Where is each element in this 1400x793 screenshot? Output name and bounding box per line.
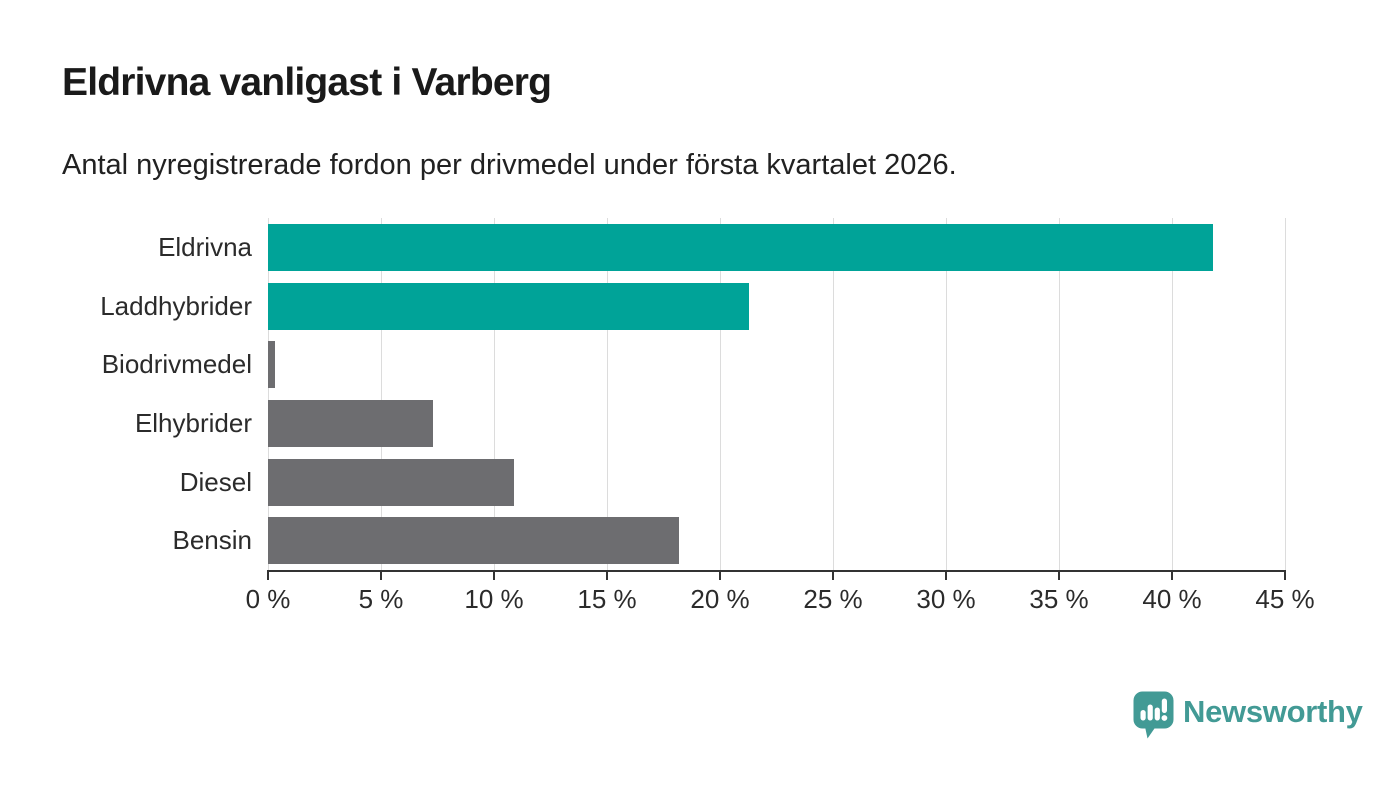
x-tick-label: 20 %	[690, 584, 750, 614]
x-axis-tick	[832, 572, 834, 580]
bar-chart-plot-area	[268, 218, 1286, 570]
newsworthy-logo-icon	[1133, 691, 1174, 739]
bar-biodrivmedel	[268, 341, 275, 388]
x-tick-label: 15 %	[577, 584, 637, 614]
bar-eldrivna	[268, 224, 1213, 271]
gridline	[1172, 218, 1173, 570]
gridline	[946, 218, 947, 570]
x-tick-label: 25 %	[803, 584, 863, 614]
x-tick-label: 5 %	[358, 584, 404, 614]
newsworthy-logo: Newsworthy	[1133, 691, 1363, 739]
x-tick-label: 35 %	[1029, 584, 1089, 614]
gridline	[1285, 218, 1286, 570]
x-axis-tick	[606, 572, 608, 580]
chart-subtitle: Antal nyregistrerade fordon per drivmede…	[62, 149, 957, 181]
category-label: Diesel	[179, 467, 252, 497]
x-tick-label: 30 %	[916, 584, 976, 614]
bar-elhybrider	[268, 400, 433, 447]
x-axis-tick	[380, 572, 382, 580]
x-axis-tick	[1171, 572, 1173, 580]
x-tick-label: 40 %	[1142, 584, 1202, 614]
gridline	[381, 218, 382, 570]
category-label: Laddhybrider	[100, 291, 252, 321]
x-axis-tick	[267, 572, 269, 580]
newsworthy-logo-text: Newsworthy	[1183, 694, 1363, 729]
x-axis-tick	[1058, 572, 1060, 580]
category-label: Biodrivmedel	[101, 349, 252, 379]
bar-laddhybrider	[268, 283, 750, 330]
gridline	[1059, 218, 1060, 570]
x-tick-label: 0 %	[245, 584, 291, 614]
bar-bensin	[268, 517, 680, 564]
x-axis-tick	[719, 572, 721, 580]
bar-diesel	[268, 459, 515, 506]
category-label: Elhybrider	[134, 408, 252, 438]
x-tick-label: 10 %	[464, 584, 524, 614]
category-label: Bensin	[172, 525, 253, 555]
category-label: Eldrivna	[158, 232, 252, 262]
gridline	[607, 218, 608, 570]
x-axis-tick	[1284, 572, 1286, 580]
x-axis-line	[267, 570, 1286, 572]
x-axis-tick	[493, 572, 495, 580]
x-axis-tick	[945, 572, 947, 580]
gridline	[833, 218, 834, 570]
gridline	[268, 218, 269, 570]
gridline	[494, 218, 495, 570]
x-tick-label: 45 %	[1255, 584, 1315, 614]
chart-title: Eldrivna vanligast i Varberg	[62, 61, 552, 104]
gridline	[720, 218, 721, 570]
